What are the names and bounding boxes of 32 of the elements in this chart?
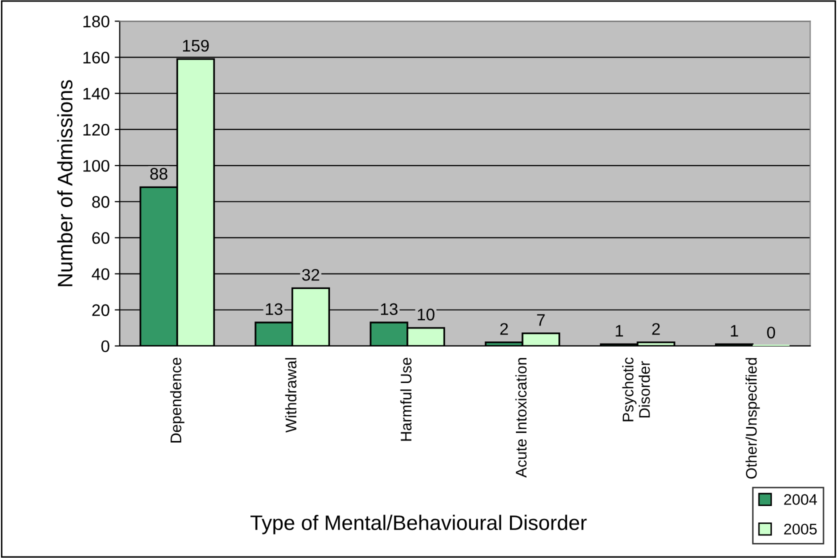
data-label: 13 xyxy=(381,303,398,316)
legend-label: 2005 xyxy=(784,524,817,535)
y-axis-title: Number of Admissions xyxy=(57,80,72,286)
y-tick-label: 20 xyxy=(92,304,110,316)
y-tick-label: 160 xyxy=(83,52,110,64)
data-label: 7 xyxy=(537,314,545,326)
data-label: 88 xyxy=(150,168,168,180)
y-tick-label: 60 xyxy=(92,232,110,244)
y-tick-label: 140 xyxy=(83,88,110,100)
y-tick-label: 180 xyxy=(83,16,110,28)
y-tick-label: 40 xyxy=(92,268,110,280)
x-axis-title: Type of Mental/Behavioural Disorder xyxy=(250,514,587,534)
legend-label: 2004 xyxy=(784,494,817,505)
y-tick-label: 100 xyxy=(83,160,110,172)
data-label: 2 xyxy=(500,323,508,335)
data-label: 0 xyxy=(767,326,776,338)
y-tick-label: 120 xyxy=(83,124,110,136)
x-tick-label: Dependence xyxy=(170,358,184,442)
data-label: 159 xyxy=(183,40,209,52)
x-tick-label: Other/Unspecified xyxy=(746,358,760,479)
x-tick-label: Acute Intoxication xyxy=(515,358,527,478)
data-label: 2 xyxy=(652,323,660,335)
data-label: 1 xyxy=(616,325,623,337)
x-tick-label: Harmful Use xyxy=(400,358,412,441)
y-tick-label: 0 xyxy=(101,340,110,352)
x-tick-label: Withdrawal xyxy=(285,358,296,433)
x-tick-label: Psychotic Disorder xyxy=(622,357,650,422)
data-label: 1 xyxy=(730,325,738,337)
data-label: 10 xyxy=(418,308,434,320)
data-label: 32 xyxy=(302,268,320,281)
data-label: 13 xyxy=(266,303,282,316)
y-tick-label: 80 xyxy=(92,196,110,208)
